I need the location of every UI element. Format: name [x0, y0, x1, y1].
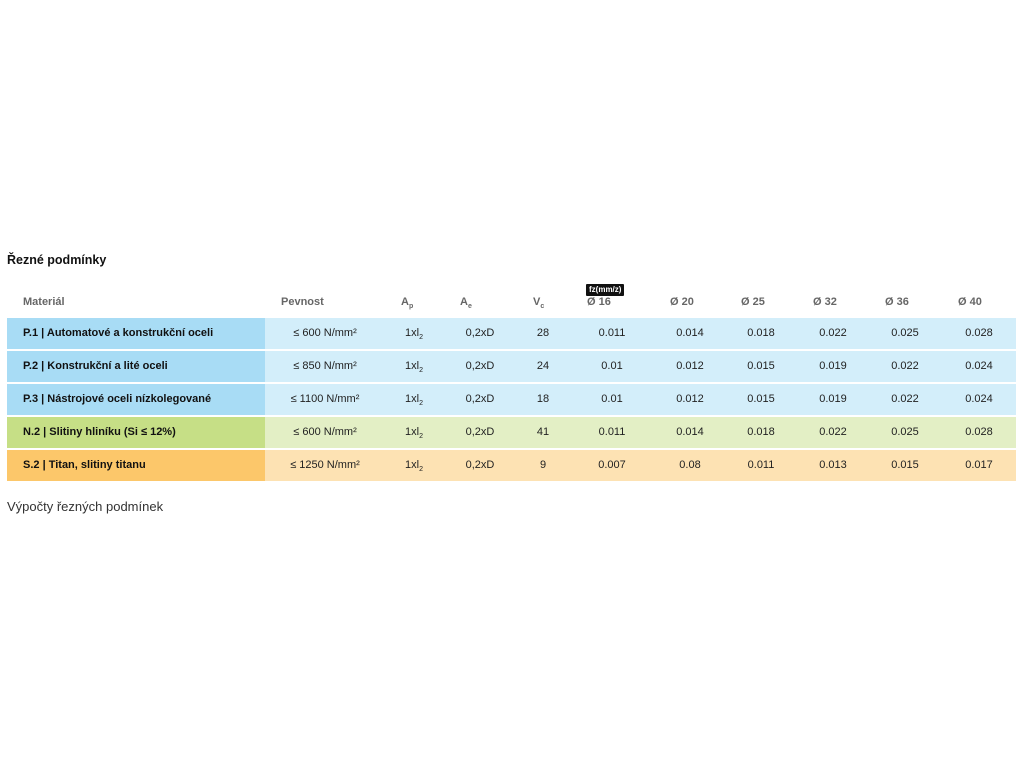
header-d16: Ø 16: [587, 296, 611, 308]
header-ap: Ap: [401, 296, 414, 310]
cell-strength: ≤ 600 N/mm²: [293, 426, 357, 438]
header-d32: Ø 32: [813, 296, 837, 308]
cell-d40: 0.017: [965, 459, 993, 471]
cell-d25: 0.018: [747, 327, 775, 339]
cell-d32: 0.022: [819, 327, 847, 339]
header-d36: Ø 36: [885, 296, 909, 308]
cell-d20: 0.014: [676, 327, 704, 339]
table-row: S.2 | Titan, slitiny titanu ≤ 1250 N/mm² 1…: [7, 450, 1016, 481]
cell-vc: 24: [536, 360, 550, 372]
cell-ap: 1xl2: [405, 426, 423, 440]
cell-d16: 0.01: [601, 360, 623, 372]
cell-d20: 0.014: [676, 426, 704, 438]
material-label: P.1 | Automatové a konstrukční oceli: [23, 327, 214, 339]
cell-d16: 0.011: [598, 426, 626, 438]
table-row: P.2 | Konstrukční a lité oceli ≤ 850 N/mm…: [7, 351, 1016, 382]
header-d40: Ø 40: [958, 296, 982, 308]
cell-d25: 0.018: [747, 426, 775, 438]
cell-d20: 0.08: [679, 459, 701, 471]
material-cell: P.2 | Konstrukční a lité oceli: [7, 351, 265, 382]
cell-d16: 0.007: [598, 459, 626, 471]
cell-strength: ≤ 1100 N/mm²: [290, 393, 360, 405]
material-cell: N.2 | Slitiny hliníku (Si ≤ 12%): [7, 417, 265, 448]
cell-ae: 0,2xD: [465, 360, 495, 372]
cell-d25: 0.011: [747, 459, 775, 471]
cell-vc: 28: [536, 327, 550, 339]
table-header: Materiál Pevnost Ap Ae Vc Ø 16 Ø 20 Ø 25…: [7, 292, 1016, 314]
cell-vc: 18: [536, 393, 550, 405]
cell-d32: 0.019: [819, 393, 847, 405]
cell-d16: 0.011: [598, 327, 626, 339]
cell-ae: 0,2xD: [465, 393, 495, 405]
material-label: N.2 | Slitiny hliníku (Si ≤ 12%): [23, 426, 176, 438]
cell-strength: ≤ 850 N/mm²: [293, 360, 357, 372]
header-ae: Ae: [460, 296, 472, 310]
material-label: P.2 | Konstrukční a lité oceli: [23, 360, 168, 372]
cell-d36: 0.022: [891, 393, 919, 405]
cell-ap: 1xl2: [405, 327, 423, 341]
cell-ae: 0,2xD: [465, 426, 495, 438]
cell-d40: 0.028: [965, 426, 993, 438]
header-strength: Pevnost: [281, 296, 324, 308]
cell-ae: 0,2xD: [465, 327, 495, 339]
table-row: P.1 | Automatové a konstrukční oceli ≤ 60…: [7, 318, 1016, 349]
cell-d40: 0.028: [965, 327, 993, 339]
fz-unit-badge: fz(mm/z): [586, 284, 625, 296]
cell-d36: 0.025: [891, 327, 919, 339]
header-d25: Ø 25: [741, 296, 765, 308]
cell-d32: 0.019: [819, 360, 847, 372]
cell-d20: 0.012: [676, 393, 704, 405]
cell-ap: 1xl2: [405, 360, 423, 374]
material-cell: P.3 | Nástrojové oceli nízkolegované: [7, 384, 265, 415]
header-d20: Ø 20: [670, 296, 694, 308]
cell-d25: 0.015: [747, 393, 775, 405]
cell-ap: 1xl2: [405, 459, 423, 473]
material-label: P.3 | Nástrojové oceli nízkolegované: [23, 393, 212, 405]
cell-strength: ≤ 1250 N/mm²: [290, 459, 360, 471]
cell-d20: 0.012: [676, 360, 704, 372]
header-vc: Vc: [533, 296, 545, 310]
material-cell: P.1 | Automatové a konstrukční oceli: [7, 318, 265, 349]
cell-d25: 0.015: [747, 360, 775, 372]
cell-d36: 0.022: [891, 360, 919, 372]
section-title: Řezné podmínky: [7, 253, 107, 267]
cell-d40: 0.024: [965, 393, 993, 405]
table-row: P.3 | Nástrojové oceli nízkolegované ≤ 11…: [7, 384, 1016, 415]
cell-d36: 0.015: [891, 459, 919, 471]
cell-d32: 0.022: [819, 426, 847, 438]
cell-vc: 41: [536, 426, 550, 438]
cell-vc: 9: [539, 459, 547, 471]
material-label: S.2 | Titan, slitiny titanu: [23, 459, 146, 471]
cell-strength: ≤ 600 N/mm²: [293, 327, 357, 339]
cell-d16: 0.01: [601, 393, 623, 405]
cell-ap: 1xl2: [405, 393, 423, 407]
caption: Výpočty řezných podmínek: [7, 499, 164, 514]
header-material: Materiál: [23, 296, 65, 308]
cell-d32: 0.013: [819, 459, 847, 471]
table-row: N.2 | Slitiny hliníku (Si ≤ 12%) ≤ 600 N/…: [7, 417, 1016, 448]
material-cell: S.2 | Titan, slitiny titanu: [7, 450, 265, 481]
cell-ae: 0,2xD: [465, 459, 495, 471]
cell-d40: 0.024: [965, 360, 993, 372]
cell-d36: 0.025: [891, 426, 919, 438]
